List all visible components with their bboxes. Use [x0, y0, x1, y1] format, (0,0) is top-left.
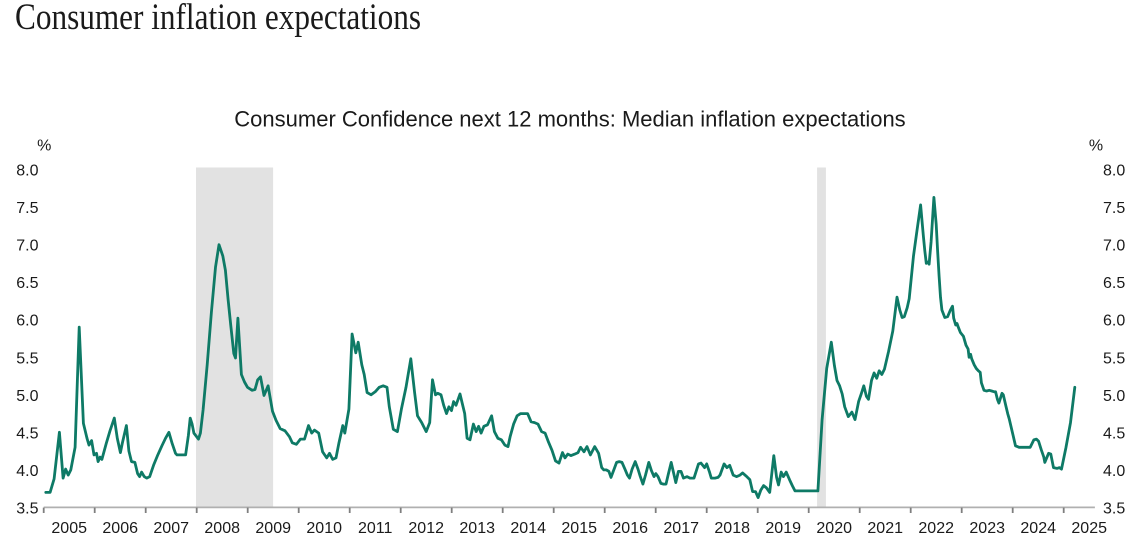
svg-text:2012: 2012 — [408, 520, 444, 537]
svg-text:%: % — [1089, 138, 1103, 155]
svg-text:2025: 2025 — [1071, 520, 1107, 537]
svg-text:2016: 2016 — [612, 520, 648, 537]
svg-text:7.0: 7.0 — [16, 238, 38, 255]
svg-text:8.0: 8.0 — [16, 163, 38, 180]
svg-text:2018: 2018 — [714, 520, 750, 537]
svg-text:6.5: 6.5 — [1103, 275, 1125, 292]
svg-text:2020: 2020 — [816, 520, 852, 537]
svg-text:4.5: 4.5 — [1103, 425, 1125, 442]
svg-text:3.5: 3.5 — [16, 500, 38, 517]
svg-text:2013: 2013 — [459, 520, 495, 537]
svg-text:7.5: 7.5 — [1103, 200, 1125, 217]
svg-text:6.0: 6.0 — [16, 313, 38, 330]
svg-text:4.0: 4.0 — [1103, 463, 1125, 480]
svg-text:2019: 2019 — [765, 520, 801, 537]
svg-text:6.5: 6.5 — [16, 275, 38, 292]
svg-text:2024: 2024 — [1020, 520, 1056, 537]
svg-text:2022: 2022 — [918, 520, 954, 537]
svg-text:4.0: 4.0 — [16, 463, 38, 480]
svg-text:5.5: 5.5 — [1103, 350, 1125, 367]
svg-text:4.5: 4.5 — [16, 425, 38, 442]
svg-text:%: % — [37, 138, 51, 155]
svg-text:Consumer inflation expectation: Consumer inflation expectations — [15, 0, 421, 38]
svg-text:2008: 2008 — [204, 520, 240, 537]
svg-text:2007: 2007 — [153, 520, 189, 537]
svg-text:5.0: 5.0 — [16, 388, 38, 405]
svg-text:2010: 2010 — [306, 520, 342, 537]
svg-text:2005: 2005 — [51, 520, 87, 537]
svg-text:Consumer Confidence next 12 mo: Consumer Confidence next 12 months: Medi… — [234, 107, 905, 132]
svg-text:2015: 2015 — [561, 520, 597, 537]
svg-text:8.0: 8.0 — [1103, 163, 1125, 180]
svg-text:7.5: 7.5 — [16, 200, 38, 217]
svg-text:5.5: 5.5 — [16, 350, 38, 367]
svg-text:2011: 2011 — [358, 520, 393, 537]
svg-text:3.5: 3.5 — [1103, 500, 1125, 517]
svg-text:6.0: 6.0 — [1103, 313, 1125, 330]
svg-text:2014: 2014 — [510, 520, 546, 537]
svg-text:2009: 2009 — [255, 520, 291, 537]
svg-text:2021: 2021 — [867, 520, 903, 537]
svg-text:7.0: 7.0 — [1103, 238, 1125, 255]
svg-text:5.0: 5.0 — [1103, 388, 1125, 405]
svg-text:2017: 2017 — [663, 520, 699, 537]
svg-text:2023: 2023 — [969, 520, 1005, 537]
svg-text:2006: 2006 — [102, 520, 138, 537]
